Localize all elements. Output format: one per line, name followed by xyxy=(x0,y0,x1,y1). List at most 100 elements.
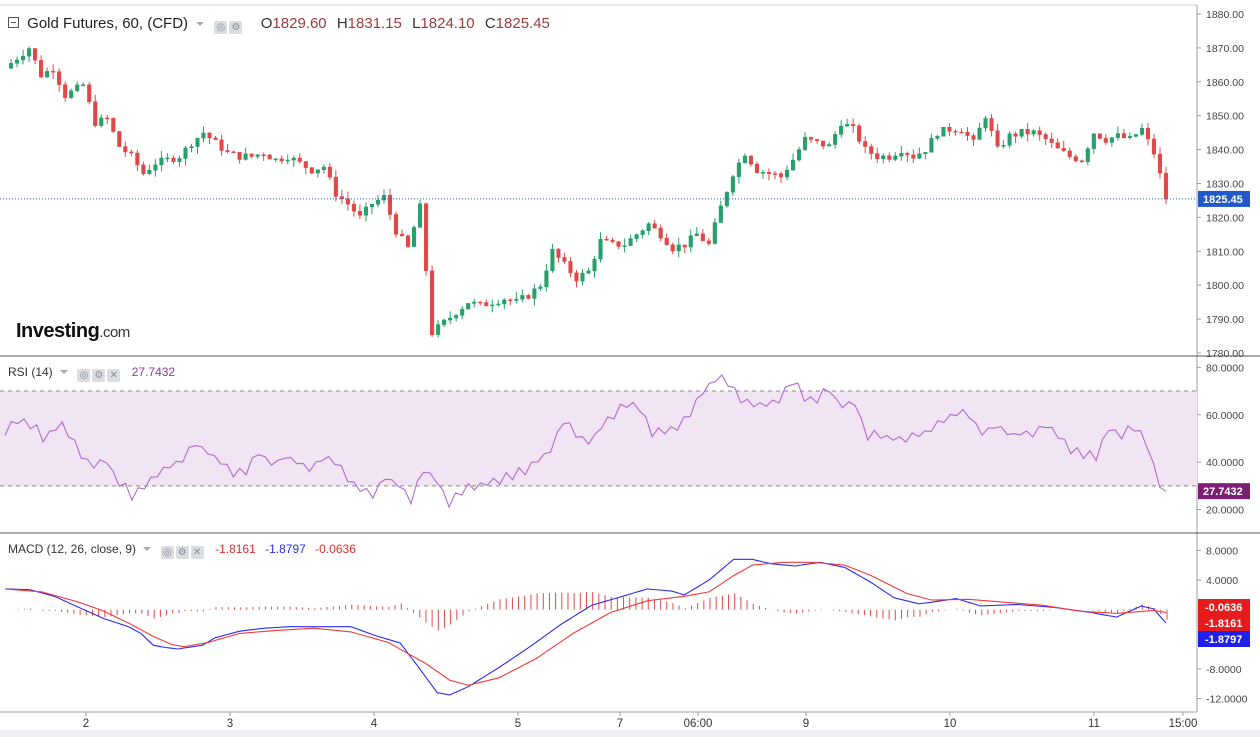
candle-body xyxy=(369,204,374,208)
candle-body xyxy=(1163,172,1169,200)
candle-body xyxy=(670,244,675,252)
candle-body xyxy=(682,244,687,248)
candle-body xyxy=(959,131,964,134)
gear-icon[interactable]: ⚙ xyxy=(175,546,189,559)
candle-body xyxy=(676,244,681,252)
candle-body xyxy=(87,84,92,103)
candle-body xyxy=(827,144,832,147)
candle-body xyxy=(357,210,362,216)
macd-label[interactable]: MACD (12, 26, close, 9) xyxy=(8,542,137,556)
candle-body xyxy=(1067,150,1072,157)
rsi-label[interactable]: RSI (14) xyxy=(8,365,53,379)
candle-body xyxy=(381,194,387,201)
signal-line xyxy=(4,561,1167,686)
candle-body xyxy=(460,308,465,316)
candle-body xyxy=(1127,136,1132,138)
candle-body xyxy=(472,301,477,304)
candle-body xyxy=(393,214,399,235)
macd-line xyxy=(4,558,1167,696)
candle-body xyxy=(309,167,314,174)
candle-body xyxy=(905,153,910,156)
gear-icon[interactable]: ⚙ xyxy=(229,21,243,34)
candle-body xyxy=(333,176,338,197)
candle-body xyxy=(315,169,320,174)
candle-body xyxy=(748,155,753,165)
macd-tick-label: -12.0000 xyxy=(1206,694,1248,706)
candle-body xyxy=(1151,138,1157,155)
candle-body xyxy=(159,157,164,166)
candle-body xyxy=(965,132,970,136)
macd-value-label: -0.0636 xyxy=(1205,602,1242,614)
candle-body xyxy=(772,173,778,175)
candle-body xyxy=(652,223,657,229)
candle-body xyxy=(718,205,723,223)
candle-body xyxy=(57,71,62,85)
candle-body xyxy=(153,164,158,171)
candle-body xyxy=(418,203,423,228)
low-label: L xyxy=(412,15,421,32)
candle-body xyxy=(634,234,639,239)
candle-body xyxy=(231,151,236,154)
macd-tick-label: 4.0000 xyxy=(1206,575,1238,587)
candle-body xyxy=(81,84,86,87)
candle-body xyxy=(815,139,820,142)
time-tick-label: 06:00 xyxy=(684,718,713,730)
candle-body xyxy=(532,288,537,299)
hist-value: -0.0636 xyxy=(315,542,356,556)
candle-body xyxy=(1079,160,1084,162)
candle-body xyxy=(700,233,705,242)
price-tick-label: 1790.00 xyxy=(1206,314,1244,326)
candle-body xyxy=(448,317,453,321)
chevron-down-icon[interactable] xyxy=(143,547,152,551)
candle-body xyxy=(285,159,290,162)
rsi-legend: RSI (14) ◎ ⚙ ✕ 27.7432 xyxy=(8,365,175,382)
candle-body xyxy=(869,146,874,154)
candle-body xyxy=(99,117,104,126)
gear-icon[interactable]: ⚙ xyxy=(92,369,106,382)
candle-body xyxy=(405,235,411,247)
candle-body xyxy=(496,303,501,306)
candle-body xyxy=(610,239,615,242)
candle-body xyxy=(243,153,248,160)
candle-body xyxy=(1097,133,1102,139)
symbol-title[interactable]: Gold Futures, 60, (CFD) xyxy=(27,15,189,32)
chevron-down-icon[interactable] xyxy=(196,22,205,26)
eye-icon[interactable]: ◎ xyxy=(214,21,228,34)
candle-body xyxy=(478,301,483,304)
candle-body xyxy=(363,206,368,216)
candle-body xyxy=(430,270,435,335)
candle-body xyxy=(839,125,844,135)
eye-icon[interactable]: ◎ xyxy=(77,369,91,382)
chevron-down-icon[interactable] xyxy=(60,370,69,374)
candle-body xyxy=(784,169,790,178)
collapse-icon[interactable] xyxy=(8,17,19,28)
candle-body xyxy=(875,153,880,160)
candle-body xyxy=(694,233,699,236)
candle-body xyxy=(1091,133,1096,149)
price-tick-label: 1850.00 xyxy=(1206,111,1244,123)
candle-body xyxy=(742,155,747,164)
candle-body xyxy=(327,166,332,178)
price-tick-label: 1820.00 xyxy=(1206,212,1244,224)
eye-icon[interactable]: ◎ xyxy=(160,546,174,559)
price-tick-label: 1840.00 xyxy=(1206,145,1244,157)
candle-body xyxy=(105,117,110,120)
rsi-value: 27.7432 xyxy=(131,365,176,379)
close-icon[interactable]: ✕ xyxy=(190,546,204,559)
candle-body xyxy=(1013,133,1018,137)
candle-body xyxy=(1073,156,1078,161)
candle-body xyxy=(129,151,134,154)
candle-body xyxy=(267,154,272,160)
candle-body xyxy=(736,162,741,177)
candle-body xyxy=(219,139,224,151)
candle-body xyxy=(45,70,50,78)
candle-body xyxy=(989,118,994,131)
candle-body xyxy=(454,315,459,319)
candle-body xyxy=(538,286,543,289)
macd-value-label: -1.8161 xyxy=(1205,618,1242,630)
candle-body xyxy=(75,84,80,91)
candle-body xyxy=(760,172,766,174)
candle-body xyxy=(1031,130,1036,135)
close-icon[interactable]: ✕ xyxy=(107,369,121,382)
